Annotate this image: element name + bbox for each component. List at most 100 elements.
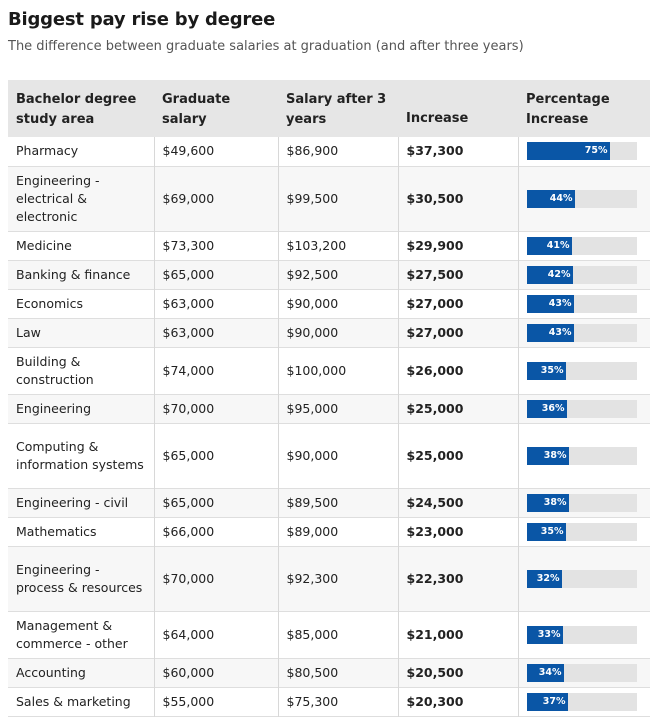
- table-row: Pharmacy $49,600 $86,900 $37,300 75%: [8, 137, 650, 166]
- percentage-bar: 44%: [526, 189, 575, 208]
- percentage-bar-label: 36%: [541, 402, 565, 414]
- percentage-bar: 41%: [526, 236, 572, 255]
- column-header-salary-after-3-years: Salary after 3 years: [286, 92, 387, 127]
- percentage-bar-track: 44%: [526, 189, 637, 208]
- cell-percentage-increase: 37%: [518, 687, 650, 716]
- cell-graduate-salary: $49,600: [154, 137, 279, 166]
- cell-study-area: Mathematics: [8, 517, 155, 546]
- percentage-bar-label: 75%: [584, 145, 608, 157]
- cell-salary-after-3-years: $99,500: [278, 166, 399, 231]
- cell-study-area: Computing & information systems: [8, 423, 155, 488]
- cell-salary-after-3-years: $86,900: [278, 137, 399, 166]
- cell-study-area: Engineering - electrical & electronic: [8, 166, 155, 231]
- data-table: Bachelor degree study area Graduate sala…: [8, 80, 650, 717]
- cell-study-area: Sales & marketing: [8, 687, 155, 716]
- percentage-bar-label: 35%: [540, 525, 564, 537]
- percentage-bar: 75%: [526, 142, 610, 161]
- cell-salary-after-3-years: $92,300: [278, 546, 399, 611]
- cell-graduate-salary: $69,000: [154, 166, 279, 231]
- percentage-bar-label: 38%: [543, 496, 567, 508]
- cell-increase: $27,000: [398, 318, 519, 347]
- cell-increase: $21,000: [398, 611, 519, 658]
- cell-percentage-increase: 35%: [518, 347, 650, 394]
- cell-percentage-increase: 75%: [518, 137, 650, 166]
- cell-salary-after-3-years: $89,500: [278, 488, 399, 517]
- cell-graduate-salary: $66,000: [154, 517, 279, 546]
- cell-salary-after-3-years: $75,300: [278, 687, 399, 716]
- percentage-bar: 35%: [526, 361, 566, 380]
- cell-graduate-salary: $65,000: [154, 488, 279, 517]
- percentage-bar: 36%: [526, 399, 567, 418]
- cell-increase: $26,000: [398, 347, 519, 394]
- cell-percentage-increase: 44%: [518, 166, 650, 231]
- table-row: Engineering - civil $65,000 $89,500 $24,500…: [8, 488, 650, 517]
- percentage-bar: 35%: [526, 522, 566, 541]
- cell-increase: $37,300: [398, 137, 519, 166]
- percentage-bar-track: 75%: [526, 142, 637, 161]
- cell-study-area: Economics: [8, 289, 155, 318]
- percentage-bar-label: 43%: [548, 326, 572, 338]
- cell-increase: $25,000: [398, 423, 519, 488]
- header-row: Bachelor degree study area Graduate sala…: [8, 80, 650, 137]
- cell-salary-after-3-years: $90,000: [278, 423, 399, 488]
- percentage-bar: 43%: [526, 294, 574, 313]
- table-row: Medicine $73,300 $103,200 $29,900 41%: [8, 231, 650, 260]
- chart-title: Biggest pay rise by degree: [8, 9, 276, 30]
- cell-salary-after-3-years: $95,000: [278, 394, 399, 423]
- cell-salary-after-3-years: $85,000: [278, 611, 399, 658]
- percentage-bar-label: 37%: [542, 695, 566, 707]
- cell-increase: $27,000: [398, 289, 519, 318]
- cell-percentage-increase: 32%: [518, 546, 650, 611]
- cell-study-area: Pharmacy: [8, 137, 155, 166]
- percentage-bar-track: 43%: [526, 294, 637, 313]
- cell-percentage-increase: 33%: [518, 611, 650, 658]
- cell-study-area: Law: [8, 318, 155, 347]
- cell-percentage-increase: 38%: [518, 488, 650, 517]
- table-row: Engineering - electrical & electronic $69…: [8, 166, 650, 231]
- percentage-bar-label: 41%: [546, 239, 570, 251]
- cell-salary-after-3-years: $90,000: [278, 318, 399, 347]
- percentage-bar-label: 43%: [548, 297, 572, 309]
- cell-increase: $22,300: [398, 546, 519, 611]
- column-header-study-area: Bachelor degree study area: [16, 92, 137, 127]
- percentage-bar-track: 37%: [526, 692, 637, 711]
- cell-increase: $25,000: [398, 394, 519, 423]
- table-body: Pharmacy $49,600 $86,900 $37,300 75% Engineer…: [8, 137, 650, 716]
- cell-percentage-increase: 41%: [518, 231, 650, 260]
- cell-salary-after-3-years: $100,000: [278, 347, 399, 394]
- table-row: Building & construction $74,000 $100,000 $2…: [8, 347, 650, 394]
- percentage-bar: 37%: [526, 692, 568, 711]
- cell-increase: $24,500: [398, 488, 519, 517]
- percentage-bar-track: 41%: [526, 236, 637, 255]
- cell-study-area: Accounting: [8, 658, 155, 687]
- percentage-bar: 43%: [526, 323, 574, 342]
- cell-study-area: Medicine: [8, 231, 155, 260]
- cell-percentage-increase: 35%: [518, 517, 650, 546]
- cell-increase: $27,500: [398, 260, 519, 289]
- percentage-bar: 42%: [526, 265, 573, 284]
- cell-salary-after-3-years: $103,200: [278, 231, 399, 260]
- cell-graduate-salary: $60,000: [154, 658, 279, 687]
- cell-graduate-salary: $63,000: [154, 318, 279, 347]
- table-row: Engineering - process & resources $70,000…: [8, 546, 650, 611]
- column-header-graduate-salary: Graduate salary: [162, 92, 231, 127]
- cell-salary-after-3-years: $90,000: [278, 289, 399, 318]
- cell-graduate-salary: $55,000: [154, 687, 279, 716]
- table-row: Management & commerce - other $64,000 $85,…: [8, 611, 650, 658]
- cell-percentage-increase: 42%: [518, 260, 650, 289]
- percentage-bar: 34%: [526, 663, 564, 682]
- cell-salary-after-3-years: $80,500: [278, 658, 399, 687]
- cell-percentage-increase: 38%: [518, 423, 650, 488]
- cell-percentage-increase: 36%: [518, 394, 650, 423]
- percentage-bar-track: 32%: [526, 569, 637, 588]
- percentage-bar-track: 35%: [526, 361, 637, 380]
- cell-graduate-salary: $74,000: [154, 347, 279, 394]
- cell-percentage-increase: 34%: [518, 658, 650, 687]
- percentage-bar-track: 36%: [526, 399, 637, 418]
- percentage-bar-label: 34%: [538, 666, 562, 678]
- cell-study-area: Engineering - process & resources: [8, 546, 155, 611]
- percentage-bar: 38%: [526, 493, 569, 512]
- cell-graduate-salary: $64,000: [154, 611, 279, 658]
- table-row: Banking & finance $65,000 $92,500 $27,500 42…: [8, 260, 650, 289]
- cell-increase: $29,900: [398, 231, 519, 260]
